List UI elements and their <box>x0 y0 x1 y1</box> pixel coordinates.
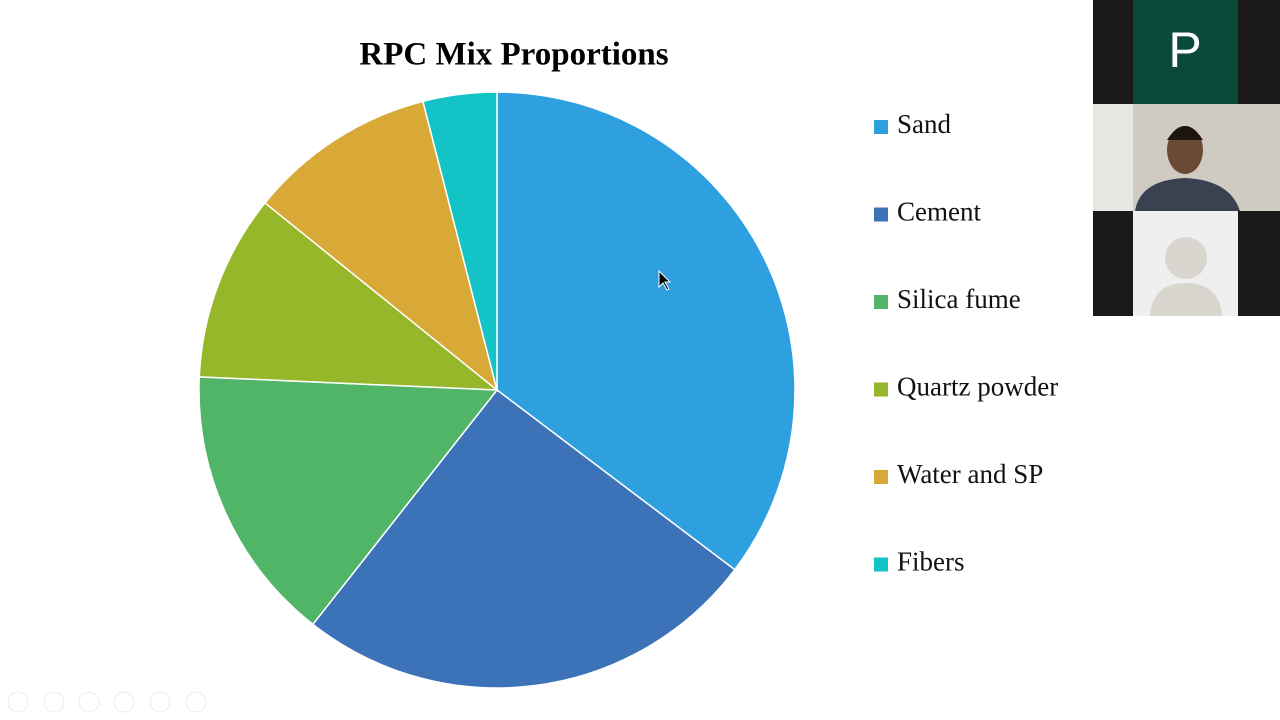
legend-label: Sand <box>897 109 952 139</box>
legend-label: Fibers <box>897 547 965 577</box>
pie-slice <box>263 100 499 393</box>
legend-swatch <box>874 557 888 572</box>
presenter-tile <box>1133 0 1238 104</box>
pie-slice <box>421 91 498 391</box>
toolbar-more[interactable] <box>185 691 207 713</box>
camera-wall <box>1093 104 1133 211</box>
legend-swatch <box>874 207 888 222</box>
avatar-head <box>1165 237 1207 279</box>
toolbar-zoom[interactable] <box>149 691 171 713</box>
legend-swatch <box>874 470 888 484</box>
legend-label: Silica fume <box>897 284 1021 314</box>
toolbar-prev[interactable] <box>7 691 29 713</box>
legend-label: Water and SP <box>897 459 1043 489</box>
pie-slice <box>496 91 796 571</box>
pie-slice <box>198 201 500 391</box>
chart-title: RPC Mix Proportions <box>359 37 668 73</box>
camera-person-hair <box>1167 126 1203 140</box>
camera-person-body <box>1135 178 1240 211</box>
pie-slice <box>198 376 499 626</box>
legend: Sand Cement Silica fume Quartz powder Water … <box>874 109 1058 577</box>
toolbar-next[interactable] <box>43 691 65 713</box>
legend-label: Quartz powder <box>897 372 1058 402</box>
pie-slice <box>311 388 736 689</box>
pie <box>198 91 796 689</box>
toolbar-slides[interactable] <box>113 691 135 713</box>
mouse-cursor <box>658 269 672 291</box>
presenter-initial: P <box>1168 22 1201 78</box>
slide-toolbar <box>7 691 207 713</box>
legend-label: Cement <box>897 197 981 227</box>
legend-swatch <box>874 295 888 309</box>
legend-swatch <box>874 382 888 397</box>
legend-swatch <box>874 120 888 134</box>
avatar-body <box>1150 283 1222 316</box>
video-panel: P <box>1093 0 1280 316</box>
toolbar-pen[interactable] <box>78 691 100 713</box>
